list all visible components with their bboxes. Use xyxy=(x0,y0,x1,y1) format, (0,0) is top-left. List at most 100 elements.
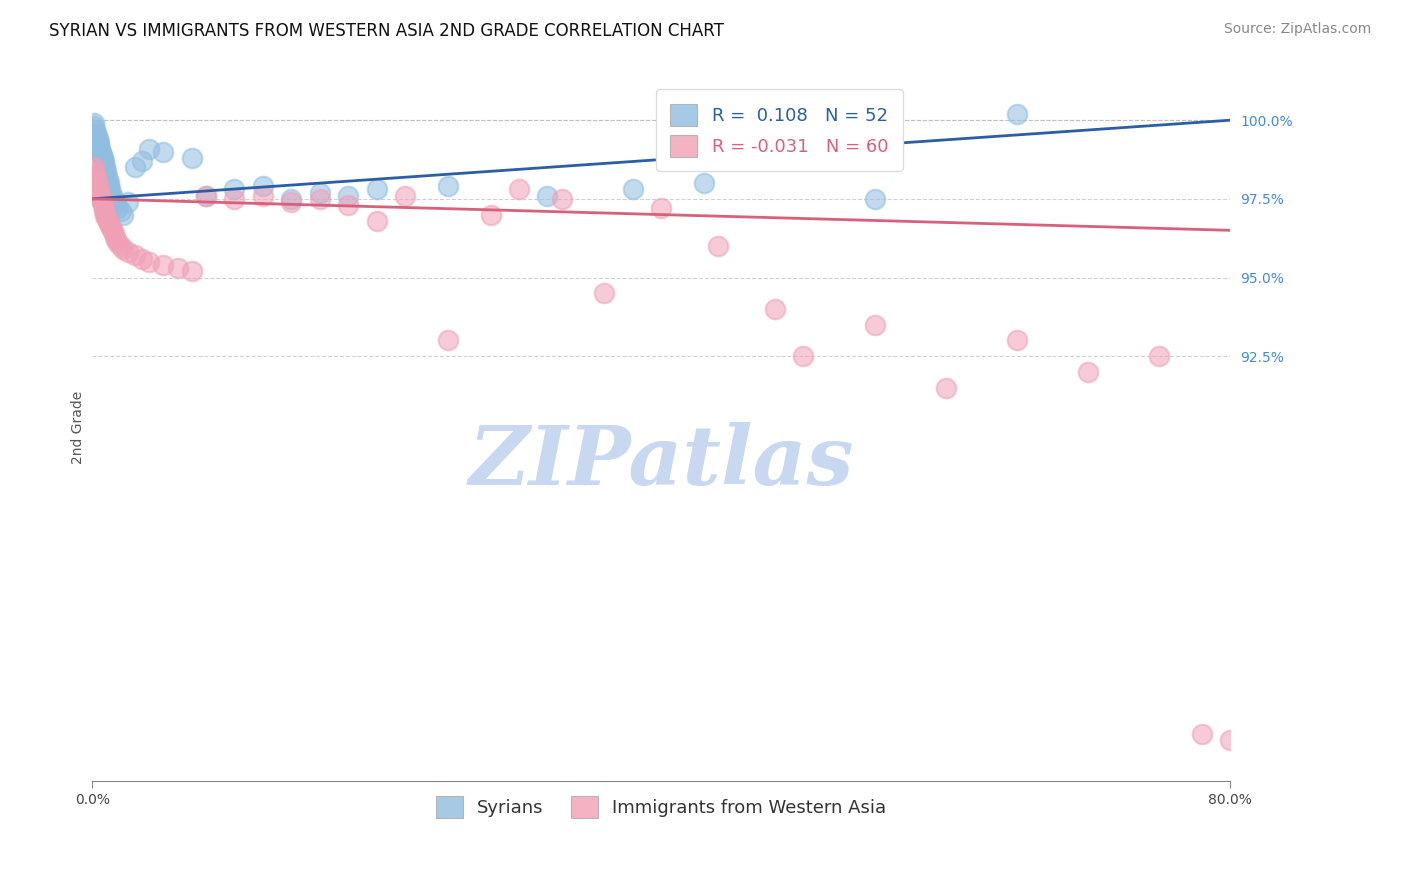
Point xyxy=(98,217,121,231)
Point xyxy=(101,223,124,237)
Point xyxy=(83,161,105,175)
Point xyxy=(437,179,460,194)
Point xyxy=(93,204,115,219)
Point xyxy=(195,188,218,202)
Point xyxy=(508,182,530,196)
Point xyxy=(86,128,108,143)
Point xyxy=(180,151,202,165)
Point xyxy=(93,154,115,169)
Point xyxy=(131,252,153,266)
Point xyxy=(103,192,125,206)
Point xyxy=(224,192,246,206)
Point xyxy=(87,135,110,149)
Point xyxy=(479,208,502,222)
Point xyxy=(792,349,814,363)
Point xyxy=(180,264,202,278)
Point xyxy=(89,186,111,200)
Point xyxy=(280,194,302,209)
Point xyxy=(650,202,672,216)
Point xyxy=(1191,727,1213,741)
Point xyxy=(84,167,107,181)
Point xyxy=(152,145,174,159)
Point xyxy=(593,286,616,301)
Point xyxy=(1005,334,1028,348)
Point xyxy=(863,318,886,332)
Text: SYRIAN VS IMMIGRANTS FROM WESTERN ASIA 2ND GRADE CORRELATION CHART: SYRIAN VS IMMIGRANTS FROM WESTERN ASIA 2… xyxy=(49,22,724,40)
Point xyxy=(124,248,146,262)
Point xyxy=(110,239,132,253)
Point xyxy=(89,188,111,202)
Point xyxy=(152,258,174,272)
Point xyxy=(100,186,122,200)
Point xyxy=(337,198,360,212)
Point xyxy=(86,176,108,190)
Point xyxy=(89,141,111,155)
Point xyxy=(280,192,302,206)
Point xyxy=(91,194,114,209)
Point xyxy=(308,192,330,206)
Text: Source: ZipAtlas.com: Source: ZipAtlas.com xyxy=(1223,22,1371,37)
Point xyxy=(89,138,111,153)
Point xyxy=(107,235,129,250)
Point xyxy=(195,188,218,202)
Point xyxy=(83,163,105,178)
Point xyxy=(117,245,139,260)
Point xyxy=(98,182,121,196)
Point xyxy=(138,141,160,155)
Point xyxy=(100,188,122,202)
Point xyxy=(96,169,118,184)
Point xyxy=(94,161,117,175)
Text: ZIPatlas: ZIPatlas xyxy=(468,423,853,502)
Point xyxy=(437,334,460,348)
Point xyxy=(84,126,107,140)
Point xyxy=(337,188,360,202)
Point xyxy=(90,148,112,162)
Point xyxy=(96,167,118,181)
Point xyxy=(536,188,558,202)
Point xyxy=(112,208,135,222)
Point xyxy=(83,116,105,130)
Point xyxy=(90,192,112,206)
Point xyxy=(84,169,107,184)
Point xyxy=(117,194,139,209)
Point xyxy=(94,163,117,178)
Point xyxy=(550,192,572,206)
Point xyxy=(105,198,128,212)
Point xyxy=(101,192,124,206)
Point xyxy=(87,179,110,194)
Point xyxy=(90,192,112,206)
Point xyxy=(138,254,160,268)
Point xyxy=(90,145,112,159)
Point xyxy=(104,229,127,244)
Point xyxy=(693,176,716,190)
Point xyxy=(97,173,120,187)
Point xyxy=(112,242,135,256)
Point xyxy=(103,227,125,241)
Point xyxy=(86,128,108,143)
Point xyxy=(621,182,644,196)
Point xyxy=(91,148,114,162)
Point xyxy=(1219,733,1241,747)
Point xyxy=(308,186,330,200)
Point xyxy=(107,202,129,216)
Point xyxy=(366,214,388,228)
Point xyxy=(224,182,246,196)
Point xyxy=(131,154,153,169)
Point xyxy=(91,151,114,165)
Point xyxy=(87,182,110,196)
Point xyxy=(94,208,117,222)
Point xyxy=(1005,107,1028,121)
Point xyxy=(98,179,121,194)
Legend: Syrians, Immigrants from Western Asia: Syrians, Immigrants from Western Asia xyxy=(429,789,894,825)
Point xyxy=(94,208,117,222)
Point xyxy=(86,173,108,187)
Point xyxy=(394,188,416,202)
Point xyxy=(707,239,730,253)
Y-axis label: 2nd Grade: 2nd Grade xyxy=(72,391,86,464)
Point xyxy=(124,161,146,175)
Point xyxy=(166,261,188,276)
Point xyxy=(93,202,115,216)
Point xyxy=(252,188,274,202)
Point xyxy=(252,179,274,194)
Point xyxy=(87,132,110,146)
